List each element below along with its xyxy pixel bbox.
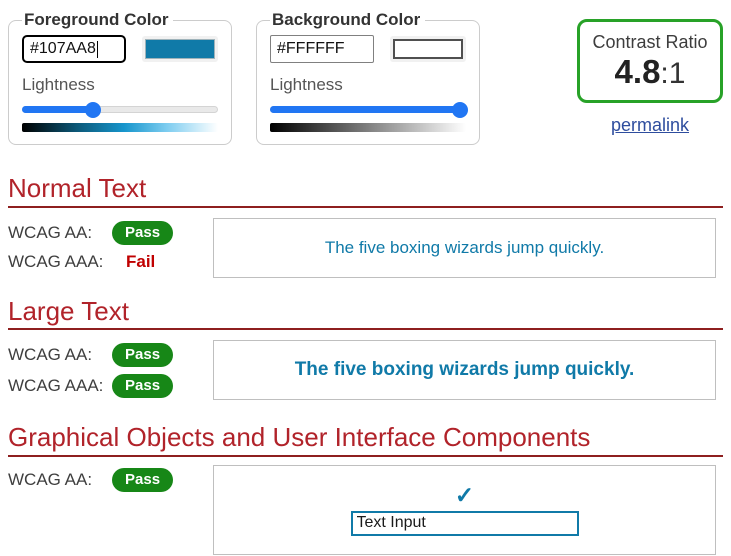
contrast-ratio-title: Contrast Ratio (592, 32, 708, 52)
background-panel-legend: Background Color (272, 10, 421, 29)
foreground-swatch-well (142, 36, 218, 62)
wcag-aa-result-badge: Pass (112, 220, 174, 245)
large-text-checks: WCAG AA: Pass WCAG AAA: Pass (8, 340, 213, 405)
checkmark-icon: ✓ (454, 481, 475, 508)
large-text-sample-box: The five boxing wizards jump quickly. (213, 340, 716, 401)
graphical-objects-checks: WCAG AA: Pass (8, 465, 213, 555)
large-text-body: WCAG AA: Pass WCAG AAA: Pass The five bo… (8, 340, 716, 405)
foreground-hex-value: #107AA8 (30, 40, 96, 57)
background-hex-input[interactable]: #FFFFFF (270, 35, 374, 63)
slider-thumb[interactable] (452, 102, 469, 118)
background-lightness-gradient (270, 123, 466, 132)
normal-text-sample-box: The five boxing wizards jump quickly. (213, 217, 716, 278)
large-text-section: Large Text WCAG AA: Pass WCAG AAA: Pass … (8, 296, 723, 406)
permalink-link[interactable]: permalink (610, 114, 690, 135)
normal-text-body: WCAG AA: Pass WCAG AAA: Fail The five bo… (8, 217, 716, 279)
section-title-graphical-objects: Graphical Objects and User Interface Com… (8, 423, 723, 457)
background-color-panel: Background Color #FFFFFF Lightness (256, 10, 480, 145)
wcag-aa-label: WCAG AA: (8, 469, 93, 489)
wcag-aaa-row: WCAG AAA: Fail (8, 252, 213, 272)
foreground-lightness-slider[interactable] (22, 102, 218, 118)
background-color-row: #FFFFFF (270, 35, 466, 63)
foreground-color-swatch[interactable] (145, 39, 215, 59)
foreground-color-panel: Foreground Color #107AA8 Lightness (8, 10, 232, 145)
wcag-aa-row: WCAG AA: Pass (8, 220, 213, 245)
graphical-sample-box: ✓ (213, 464, 716, 555)
demo-text-input[interactable] (350, 510, 579, 536)
slider-track[interactable] (22, 106, 218, 113)
normal-text-section: Normal Text WCAG AA: Pass WCAG AAA: Fail… (8, 174, 723, 279)
contrast-ratio-column: Contrast Ratio 4.8:1 permalink (577, 10, 723, 136)
foreground-lightness-gradient (22, 123, 218, 132)
slider-fill (22, 106, 94, 113)
graphical-objects-body: WCAG AA: Pass ✓ (8, 464, 716, 555)
background-lightness-slider[interactable] (270, 102, 469, 118)
wcag-aa-result-badge: Pass (112, 467, 174, 492)
normal-sample-text: The five boxing wizards jump quickly. (324, 237, 605, 257)
background-swatch-well (390, 36, 466, 62)
wcag-aa-row: WCAG AA: Pass (8, 343, 213, 368)
contrast-ratio-suffix: :1 (660, 57, 686, 90)
background-hex-value: #FFFFFF (277, 40, 345, 57)
wcag-aaa-label: WCAG AAA: (8, 376, 104, 396)
wcag-aa-row: WCAG AA: Pass (8, 467, 213, 492)
slider-fill (270, 106, 461, 113)
contrast-ratio-box: Contrast Ratio 4.8:1 (577, 19, 723, 103)
contrast-ratio-number: 4.8 (614, 53, 661, 90)
wcag-aa-result-badge: Pass (112, 343, 174, 368)
background-color-swatch[interactable] (393, 39, 463, 59)
wcag-aaa-row: WCAG AAA: Pass (8, 374, 213, 399)
background-lightness-label: Lightness (270, 75, 343, 94)
section-title-normal-text: Normal Text (8, 174, 723, 208)
large-sample-text: The five boxing wizards jump quickly. (294, 359, 635, 381)
foreground-lightness-label: Lightness (22, 75, 95, 94)
normal-text-checks: WCAG AA: Pass WCAG AAA: Fail (8, 218, 213, 279)
wcag-aa-label: WCAG AA: (8, 222, 93, 242)
text-caret (96, 40, 98, 58)
foreground-color-row: #107AA8 (22, 35, 218, 63)
slider-thumb[interactable] (84, 102, 101, 118)
wcag-aaa-result-text: Fail (126, 251, 156, 271)
color-controls-row: Foreground Color #107AA8 Lightness Backg… (8, 10, 723, 145)
foreground-hex-input[interactable]: #107AA8 (22, 35, 126, 63)
slider-track[interactable] (270, 106, 466, 113)
graphical-objects-section: Graphical Objects and User Interface Com… (8, 423, 723, 555)
wcag-aaa-label: WCAG AAA: (8, 251, 104, 271)
wcag-aa-label: WCAG AA: (8, 345, 93, 365)
contrast-ratio-value: 4.8:1 (580, 53, 720, 90)
wcag-aaa-result-badge: Pass (112, 374, 174, 399)
foreground-panel-legend: Foreground Color (24, 10, 169, 29)
section-title-large-text: Large Text (8, 296, 723, 331)
